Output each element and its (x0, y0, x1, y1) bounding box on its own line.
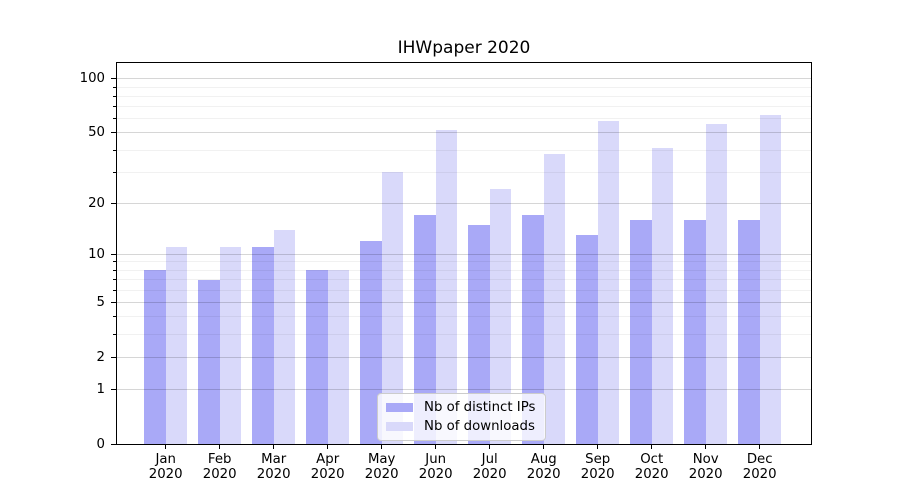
ytick-label-100: 100 (79, 71, 105, 87)
xtick-label-dec: Dec 2020 (742, 452, 777, 482)
xtick-dec (759, 444, 761, 449)
bar-ips-jun (414, 215, 436, 444)
bar-downloads-aug (543, 154, 566, 444)
xtick-feb (219, 444, 221, 449)
bar-ips-nov (684, 219, 706, 444)
ytick-100 (111, 78, 116, 80)
gridline-minor-y-90 (117, 86, 811, 88)
xtick-label-jul: Jul 2020 (472, 452, 507, 482)
xtick-label-aug: Aug 2020 (526, 452, 561, 482)
ytick-10 (111, 253, 116, 255)
bar-ips-jul (468, 224, 490, 444)
ytick-50 (111, 132, 116, 134)
bar-downloads-nov (705, 124, 728, 444)
ytick-minor-9 (113, 261, 116, 263)
bar-ips-dec (738, 219, 760, 444)
xtick-label-apr: Apr 2020 (310, 452, 345, 482)
bar-downloads-apr (327, 270, 350, 444)
bar-ips-aug (522, 215, 544, 444)
xtick-label-jun: Jun 2020 (418, 452, 453, 482)
gridline-minor-y-60 (117, 118, 811, 120)
xtick-aug (543, 444, 545, 449)
bar-downloads-jul (489, 189, 512, 444)
xtick-label-nov: Nov 2020 (688, 452, 723, 482)
bar-ips-oct (630, 219, 652, 444)
ytick-5 (111, 301, 116, 303)
ytick-minor-30 (113, 171, 116, 173)
xtick-label-feb: Feb 2020 (202, 452, 237, 482)
bar-ips-apr (306, 270, 328, 444)
xtick-label-jan: Jan 2020 (148, 452, 183, 482)
ytick-minor-70 (113, 106, 116, 108)
bar-downloads-jun (435, 129, 458, 444)
bar-downloads-may (381, 172, 404, 444)
ytick-label-5: 5 (96, 294, 105, 310)
legend-swatch-ips-icon (386, 403, 413, 412)
bar-ips-mar (252, 247, 274, 444)
xtick-jan (165, 444, 167, 449)
bar-ips-feb (198, 279, 220, 444)
bar-downloads-dec (759, 115, 782, 444)
xtick-mar (273, 444, 275, 449)
ytick-20 (111, 202, 116, 204)
ytick-label-2: 2 (96, 349, 105, 365)
xtick-label-may: May 2020 (364, 452, 399, 482)
bar-ips-may (360, 241, 382, 444)
bar-downloads-mar (273, 229, 296, 444)
bar-downloads-oct (651, 148, 674, 444)
legend: Nb of distinct IPs Nb of downloads (377, 393, 547, 441)
bar-ips-sep (576, 235, 598, 444)
ytick-label-1: 1 (96, 381, 105, 397)
ytick-label-10: 10 (88, 246, 105, 262)
ytick-0 (111, 443, 116, 445)
xtick-jun (435, 444, 437, 449)
legend-item-ips: Nb of distinct IPs (386, 398, 535, 417)
ytick-1 (111, 388, 116, 390)
legend-swatch-downloads-icon (386, 422, 413, 431)
ytick-minor-90 (113, 86, 116, 88)
xtick-may (381, 444, 383, 449)
ytick-minor-40 (113, 149, 116, 151)
xtick-sep (597, 444, 599, 449)
bar-downloads-feb (219, 247, 242, 444)
xtick-apr (327, 444, 329, 449)
chart-title: IHWpaper 2020 (397, 38, 531, 58)
ytick-minor-7 (113, 279, 116, 280)
ytick-minor-8 (113, 269, 116, 271)
ytick-2 (111, 356, 116, 358)
xtick-label-sep: Sep 2020 (580, 452, 615, 482)
xtick-label-mar: Mar 2020 (256, 452, 291, 482)
ytick-label-0: 0 (96, 436, 105, 452)
ytick-label-20: 20 (88, 195, 105, 211)
legend-label-downloads: Nb of downloads (424, 418, 535, 434)
bar-downloads-sep (597, 121, 620, 444)
bar-ips-jan (144, 270, 166, 444)
ytick-minor-80 (113, 95, 116, 97)
xtick-oct (651, 444, 653, 449)
ytick-minor-60 (113, 118, 116, 120)
xtick-label-oct: Oct 2020 (634, 452, 669, 482)
ytick-label-50: 50 (88, 125, 105, 141)
xtick-jul (489, 444, 491, 449)
ytick-minor-3 (113, 333, 116, 335)
ytick-minor-6 (113, 289, 116, 291)
legend-item-downloads: Nb of downloads (386, 417, 535, 436)
gridline-minor-y-70 (117, 106, 811, 108)
gridline-y-100 (117, 78, 811, 80)
gridline-minor-y-80 (117, 95, 811, 97)
bar-downloads-jan (165, 247, 188, 444)
legend-label-ips: Nb of distinct IPs (424, 399, 536, 415)
ytick-minor-4 (113, 316, 116, 318)
xtick-nov (705, 444, 707, 449)
